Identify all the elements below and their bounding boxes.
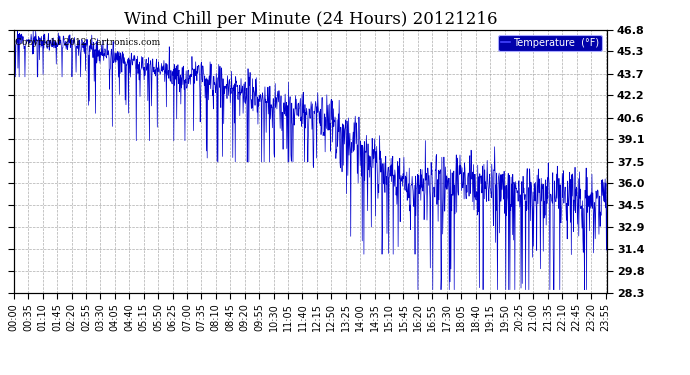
Legend: Temperature  (°F): Temperature (°F) [497, 35, 602, 51]
Title: Wind Chill per Minute (24 Hours) 20121216: Wind Chill per Minute (24 Hours) 2012121… [124, 12, 497, 28]
Text: Copyright 2012 Cartronics.com: Copyright 2012 Cartronics.com [15, 38, 160, 47]
